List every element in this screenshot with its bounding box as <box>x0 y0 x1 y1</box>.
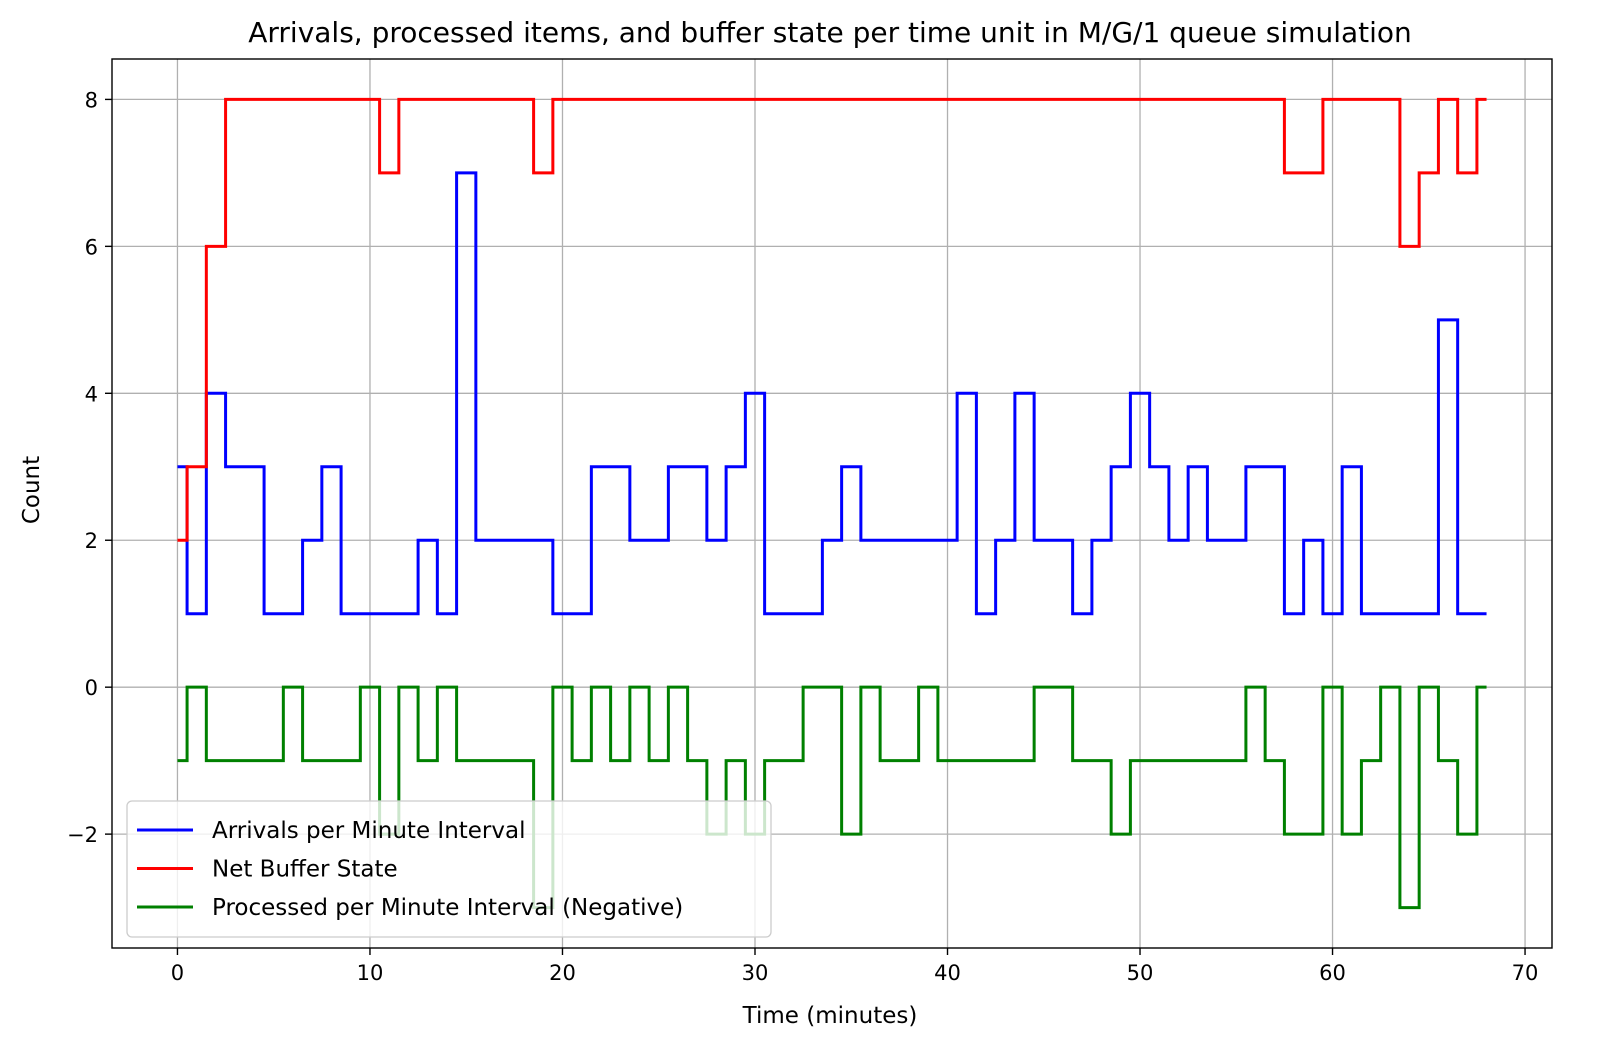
y-tick-label: −2 <box>67 823 98 847</box>
y-axis-label: Count <box>19 456 45 524</box>
y-tick-label: 2 <box>85 529 98 553</box>
legend-box <box>126 800 772 938</box>
x-tick-label: 50 <box>1127 961 1154 985</box>
x-tick-label: 70 <box>1512 961 1539 985</box>
x-tick-label: 10 <box>357 961 384 985</box>
x-tick-label: 60 <box>1319 961 1346 985</box>
y-tick-label: 8 <box>85 88 98 112</box>
x-tick-label: 0 <box>171 961 184 985</box>
series-line-3 <box>177 685 1487 910</box>
y-tick-label: 0 <box>85 676 98 700</box>
y-tick-label: 4 <box>85 382 98 406</box>
x-tick-label: 20 <box>549 961 576 985</box>
plot-frame <box>111 58 1553 949</box>
legend-label-2: Net Buffer State <box>212 857 398 883</box>
series-line-1 <box>177 171 1487 616</box>
axes: 0 10 20 30 40 50 60 70 −2 0 2 4 6 8 <box>67 58 1553 985</box>
series-line-2 <box>177 97 1487 542</box>
x-axis-label: Time (minutes) <box>742 1003 918 1029</box>
y-tick-label: 6 <box>85 235 98 259</box>
legend-label-1: Arrivals per Minute Interval <box>212 818 526 844</box>
legend-label-3: Processed per Minute Interval (Negative) <box>212 895 683 921</box>
x-tick-label: 40 <box>934 961 961 985</box>
series-group <box>177 97 1487 910</box>
x-tick-label: 30 <box>742 961 769 985</box>
chart-title: Arrivals, processed items, and buffer st… <box>248 16 1412 49</box>
legend: Arrivals per Minute Interval Net Buffer S… <box>126 800 772 938</box>
